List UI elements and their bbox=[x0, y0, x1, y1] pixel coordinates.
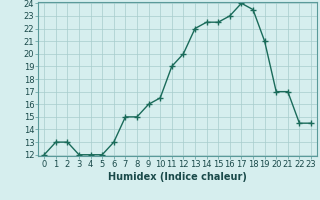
X-axis label: Humidex (Indice chaleur): Humidex (Indice chaleur) bbox=[108, 172, 247, 182]
